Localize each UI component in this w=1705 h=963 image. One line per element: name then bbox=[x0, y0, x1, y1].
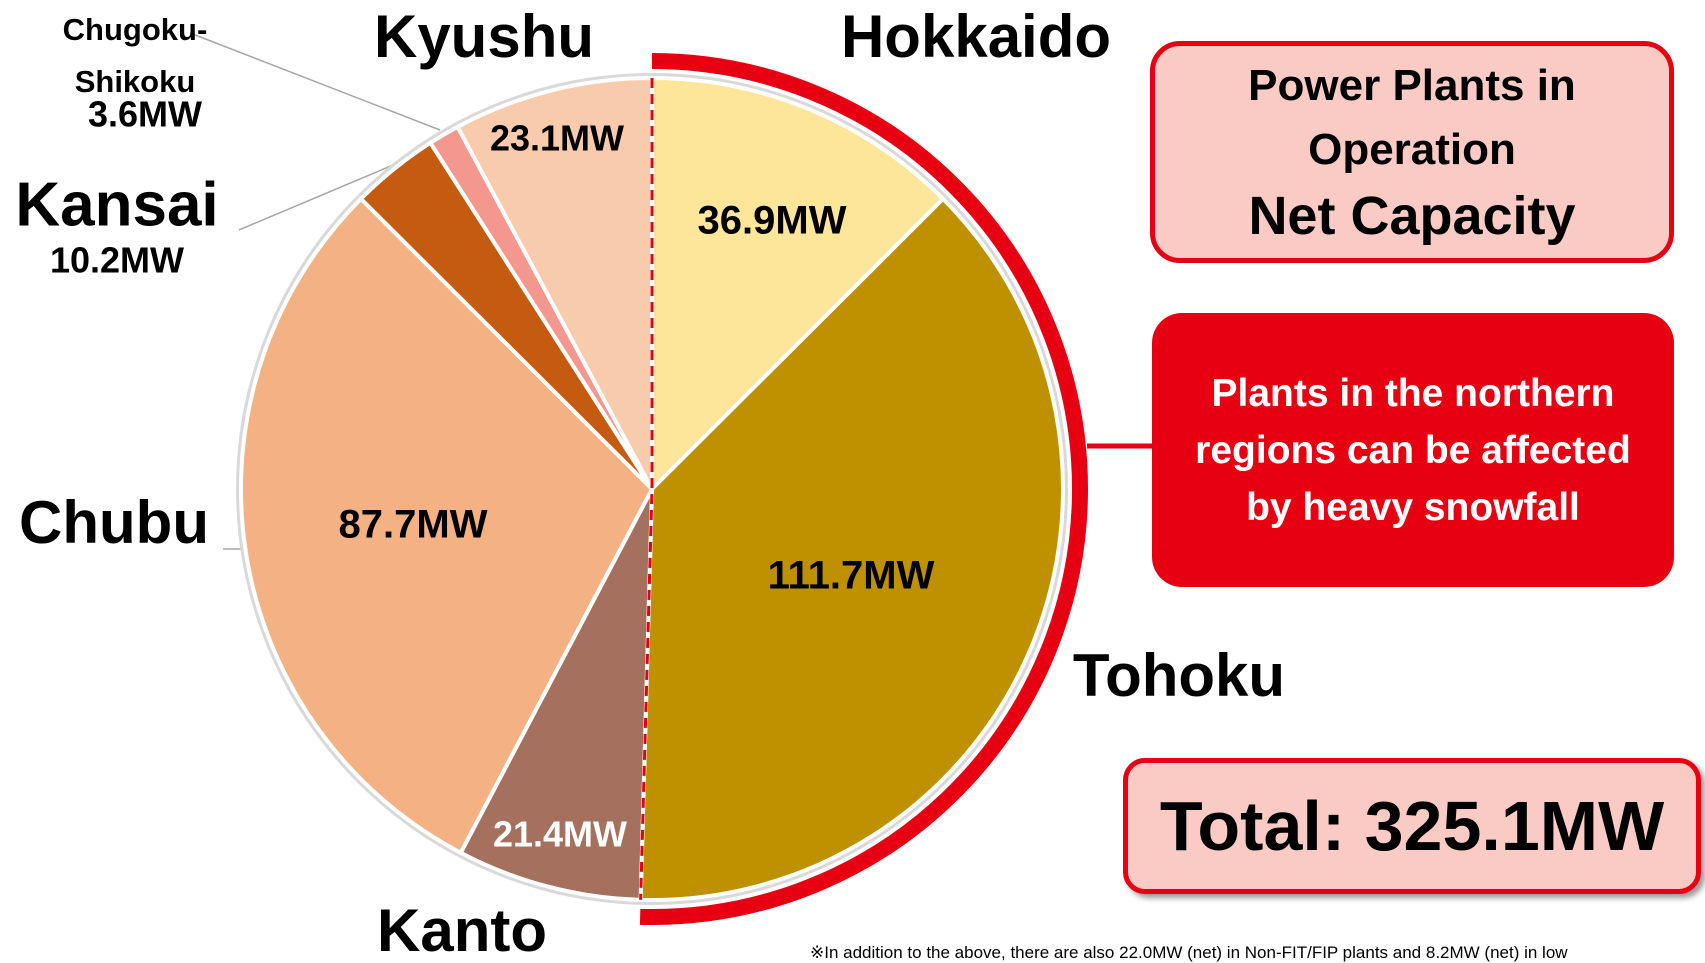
title-box: Power Plants in Operation Net Capacity bbox=[1150, 41, 1674, 263]
data-label: 3.6MW bbox=[88, 94, 202, 135]
pie-slice bbox=[454, 75, 654, 490]
data-label: 10.2MW bbox=[50, 240, 184, 281]
pie-ring bbox=[236, 73, 1068, 905]
highlight-dash bbox=[639, 78, 654, 900]
category-label: Kansai bbox=[15, 170, 218, 239]
pie-slice bbox=[239, 196, 655, 856]
pie-slice bbox=[457, 488, 654, 902]
footnote: ※In addition to the above, there are als… bbox=[810, 943, 1568, 962]
highlight-arc bbox=[639, 53, 1088, 925]
data-label: 23.1MW bbox=[490, 118, 624, 159]
data-label: 87.7MW bbox=[339, 503, 488, 547]
subtitle: Net Capacity bbox=[1248, 186, 1576, 246]
leader-line bbox=[189, 32, 441, 131]
category-label: Hokkaido bbox=[841, 3, 1111, 70]
total: Total: 325.1MW bbox=[1159, 787, 1665, 865]
data-label: 36.9MW bbox=[698, 199, 847, 243]
category-label: Chugoku-Shikoku bbox=[62, 12, 208, 99]
category-label: Tohoku bbox=[1073, 642, 1285, 709]
annotation-box: Plants in the northern regions can be af… bbox=[1152, 313, 1674, 587]
category-label: Kyushu bbox=[374, 3, 594, 70]
pie-slice bbox=[638, 196, 1065, 902]
title: Power Plants in Operation bbox=[1248, 61, 1576, 174]
annotation: Plants in the northern regions can be af… bbox=[1195, 371, 1631, 529]
pie-slice bbox=[650, 75, 946, 494]
category-label: Chubu bbox=[19, 489, 209, 556]
total-box: Total: 325.1MW bbox=[1123, 758, 1701, 894]
category-label: Kanto bbox=[377, 897, 547, 963]
leader-line bbox=[238, 164, 394, 231]
data-label: 111.7MW bbox=[768, 554, 935, 598]
data-label: 21.4MW bbox=[493, 814, 627, 855]
